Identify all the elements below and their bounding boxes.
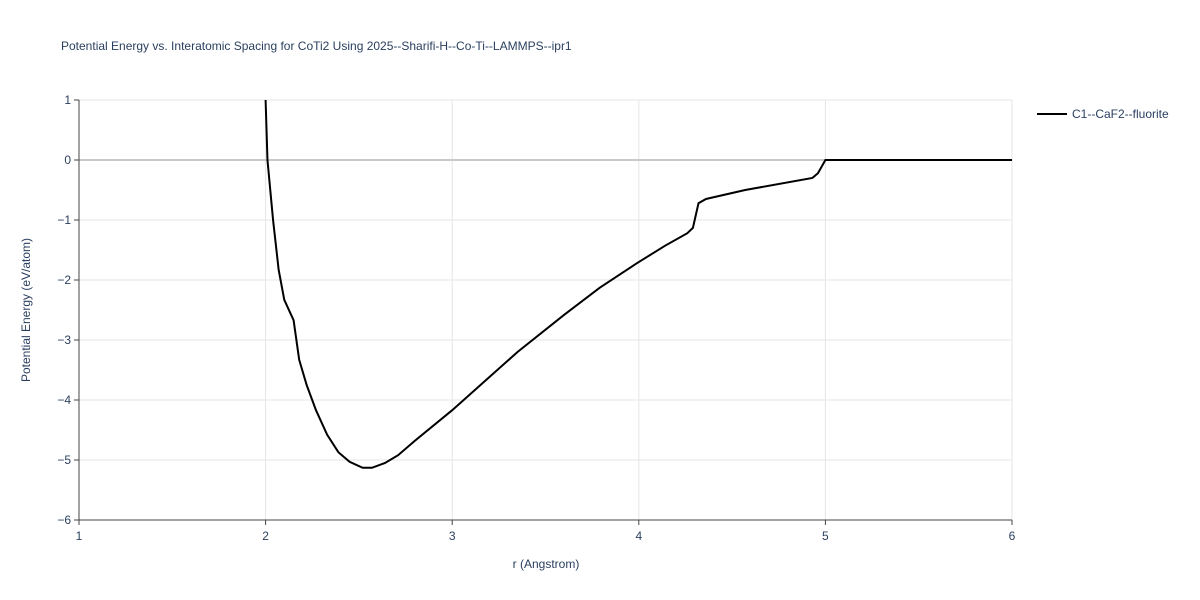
y-axis-label: Potential Energy (eV/atom) [19,238,33,382]
y-tick-label: −3 [57,333,71,347]
legend-label: C1--CaF2--fluorite [1072,107,1169,121]
y-tick-label: −6 [57,513,71,527]
y-tick-label: −2 [57,273,71,287]
y-tick-label: −1 [57,213,71,227]
y-tick-label: −5 [57,453,71,467]
x-axis-label: r (Angstrom) [513,557,580,571]
x-tick-label: 1 [76,529,83,543]
x-tick-label: 2 [262,529,269,543]
x-tick-label: 4 [635,529,642,543]
x-tick-label: 5 [822,529,829,543]
y-tick-label: 0 [64,153,71,167]
y-tick-label: 1 [64,93,71,107]
line-series [264,99,1012,469]
chart-title: Potential Energy vs. Interatomic Spacing… [61,39,572,53]
x-tick-label: 3 [449,529,456,543]
y-tick-label: −4 [57,393,71,407]
x-tick-label: 6 [1009,529,1016,543]
